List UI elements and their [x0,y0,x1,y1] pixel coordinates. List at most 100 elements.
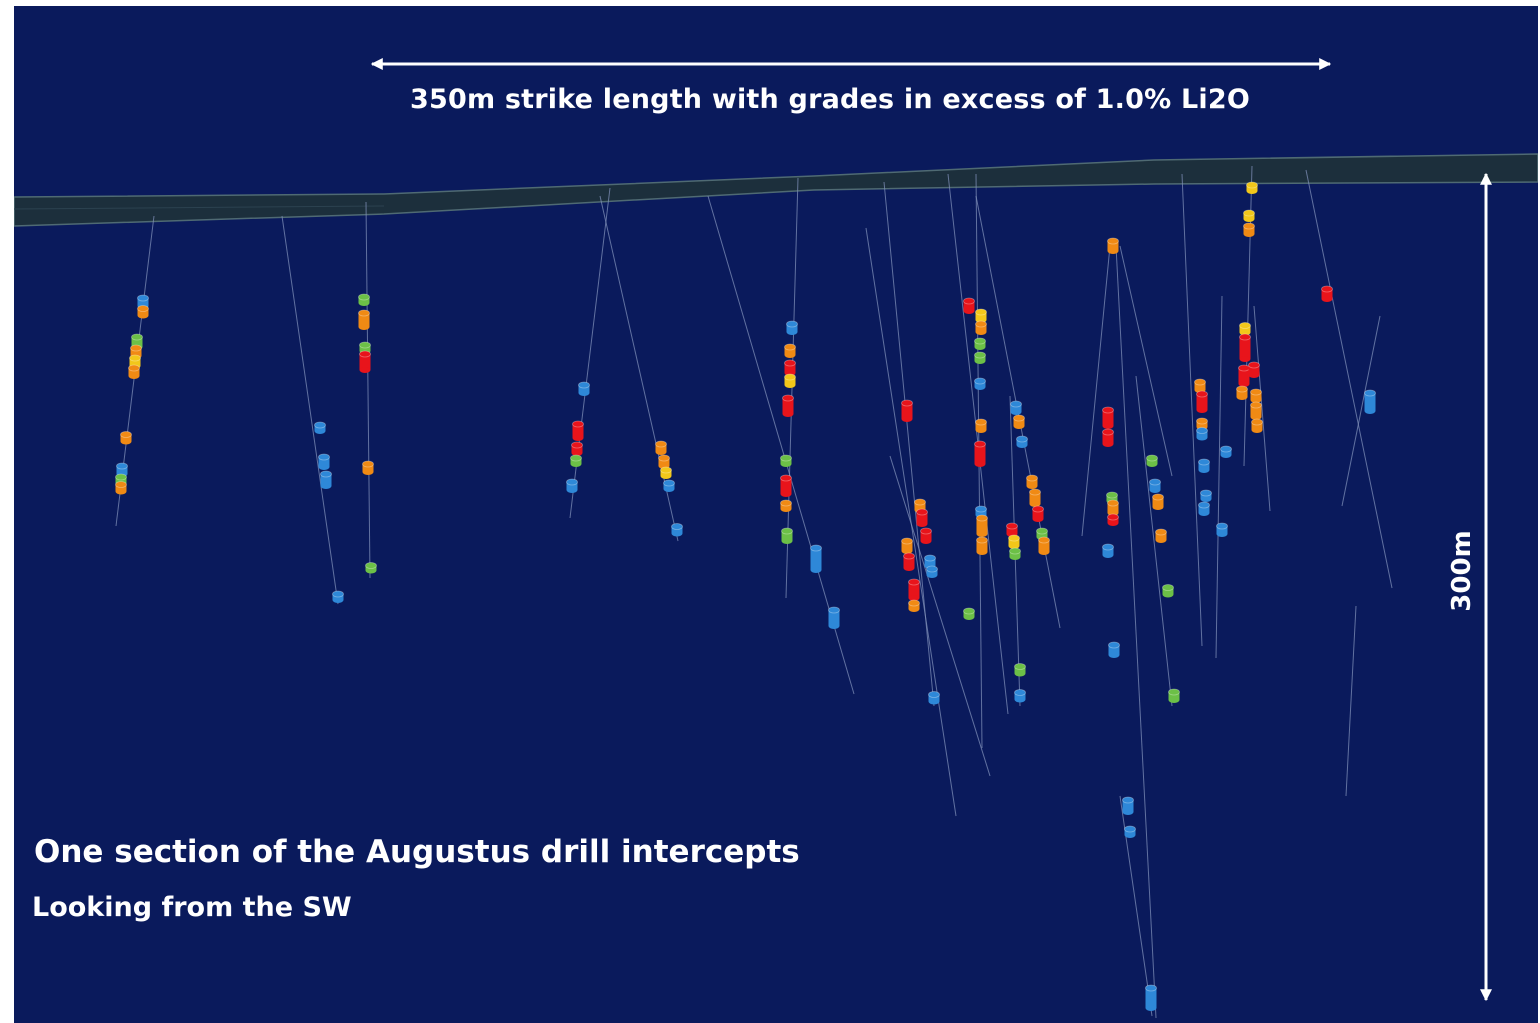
grade-intercept-106 [1239,322,1251,336]
grade-intercept-114 [1321,285,1333,302]
section-title: One section of the Augustus drill interc… [34,834,800,870]
drill-trace-9 [883,181,935,707]
grade-intercept-27 [658,454,670,469]
grade-intercept-13 [320,470,332,489]
grade-intercept-16 [358,309,370,330]
grade-intercept-67 [1016,435,1028,448]
grade-intercept-90 [1152,493,1164,510]
section-subtitle: Looking from the SW [32,892,352,923]
grade-intercept-70 [1032,505,1044,522]
grade-intercept-63 [976,536,988,555]
grade-intercept-93 [1168,688,1180,703]
grade-intercept-32 [784,343,796,358]
grade-intercept-20 [365,562,377,574]
grade-intercept-42 [901,399,913,422]
drill-trace-19 [1181,173,1203,647]
grade-intercept-45 [920,527,932,544]
grade-intercept-56 [974,337,986,350]
grade-intercept-87 [1124,825,1136,838]
grade-intercept-72 [1038,536,1050,555]
grade-intercept-103 [1246,181,1258,194]
grade-intercept-97 [1196,427,1208,441]
drill-trace-16 [1115,245,1157,1019]
grade-intercept-64 [963,607,975,620]
grade-intercept-115 [1364,389,1376,414]
grade-intercept-62 [976,514,988,537]
grade-intercept-76 [1014,663,1026,677]
depth-label: 300m [1447,530,1477,612]
drill-trace-22 [1253,305,1271,512]
grade-intercept-101 [1216,522,1228,537]
grade-intercept-110 [1248,361,1260,378]
grade-intercept-89 [1149,478,1161,493]
grade-intercept-40 [810,544,822,573]
grade-intercept-74 [1008,534,1020,549]
grade-intercept-23 [571,441,583,456]
drill-trace-17 [1119,245,1173,477]
drill-trace-15 [1081,245,1111,537]
grade-intercept-69 [1029,488,1041,507]
grade-intercept-21 [578,381,590,396]
grade-intercept-99 [1200,489,1212,502]
drill-trace-2 [281,215,339,605]
grade-intercept-52 [928,691,940,705]
grade-intercept-60 [974,440,986,467]
drill-trace-18 [1135,375,1173,707]
grade-intercept-2 [137,305,149,319]
drill-section-panel: 350m strike length with grades in excess… [14,6,1538,1023]
grade-intercept-7 [120,431,132,445]
grade-intercept-28 [660,466,672,479]
grade-intercept-36 [780,454,792,467]
grade-intercept-19 [362,460,374,475]
grade-intercept-10 [115,481,127,495]
grade-intercept-15 [358,293,370,306]
grade-intercept-12 [318,453,330,470]
drill-intercepts [115,181,1376,1011]
grade-intercept-104 [1243,209,1255,222]
grade-intercept-25 [566,478,578,493]
grade-intercept-66 [1013,414,1025,429]
grade-intercept-105 [1243,222,1255,237]
grade-intercept-58 [974,377,986,390]
grade-intercept-35 [782,394,794,417]
grade-intercept-113 [1251,418,1263,433]
grade-intercept-6 [128,364,140,379]
grade-intercept-75 [1009,547,1021,560]
grade-intercept-50 [908,578,920,601]
grade-intercept-98 [1198,458,1210,473]
grade-intercept-83 [1107,513,1119,526]
drill-section-view [14,6,1538,1023]
grade-intercept-38 [780,499,792,512]
ground-surface [14,153,1538,227]
drill-trace-24 [1341,315,1381,507]
grade-intercept-108 [1238,364,1250,387]
grade-intercept-44 [916,508,928,527]
grade-intercept-82 [1107,499,1119,516]
grade-intercept-79 [1102,406,1114,429]
grade-intercept-86 [1122,796,1134,815]
grade-intercept-37 [780,474,792,497]
grade-intercept-109 [1236,385,1248,400]
grade-intercept-68 [1026,474,1038,489]
drill-trace-20 [1215,295,1223,659]
grade-intercept-95 [1196,390,1208,413]
grade-intercept-77 [1014,689,1026,703]
grade-intercept-49 [926,565,938,578]
grade-intercept-65 [1010,400,1022,415]
strike-length-label: 350m strike length with grades in excess… [410,84,1250,115]
grade-intercept-14 [332,590,344,603]
grade-intercept-47 [903,552,915,571]
grade-intercept-91 [1155,528,1167,543]
grade-intercept-92 [1162,584,1174,598]
grade-intercept-29 [663,479,675,492]
grade-intercept-102 [1220,445,1232,458]
grade-intercept-24 [570,454,582,467]
drill-trace-25 [1345,605,1357,797]
grade-intercept-31 [786,320,798,335]
grade-intercept-57 [974,351,986,364]
grade-intercept-34 [784,373,796,388]
grade-intercept-53 [963,297,975,314]
grade-intercept-59 [975,418,987,433]
grade-intercept-26 [655,440,667,455]
grade-intercept-39 [781,527,793,544]
